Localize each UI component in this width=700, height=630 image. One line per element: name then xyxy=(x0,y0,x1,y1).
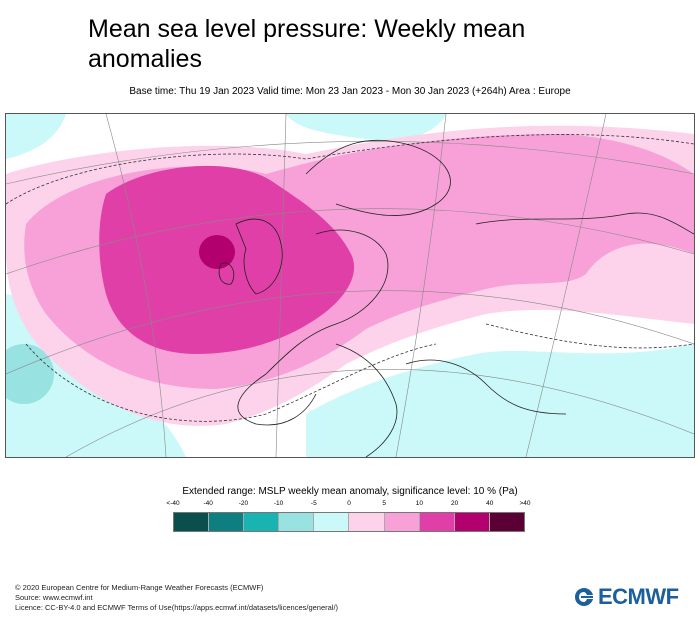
legend-tick: 5 xyxy=(382,500,386,507)
legend-swatch xyxy=(314,513,350,531)
legend-tick: <-40 xyxy=(166,500,180,507)
legend-swatch xyxy=(489,513,524,531)
negative-anomaly-northwest xyxy=(6,114,66,159)
legend-color-bar xyxy=(173,512,525,532)
legend-swatch xyxy=(174,513,210,531)
negative-anomaly-south xyxy=(306,344,694,457)
legend-tick: -5 xyxy=(310,500,317,507)
contours xyxy=(6,134,694,422)
legend-tick: 20 xyxy=(450,500,459,507)
legend-tick: 10 xyxy=(415,500,424,507)
legend-swatch xyxy=(419,513,455,531)
map-title: Mean sea level pressure: Weekly mean ano… xyxy=(88,15,526,73)
legend-swatch xyxy=(384,513,420,531)
anomaly-map xyxy=(5,113,695,458)
ecmwf-logo-icon xyxy=(575,588,593,606)
map-subtitle: Base time: Thu 19 Jan 2023 Valid time: M… xyxy=(129,86,571,97)
negative-anomaly-north xyxy=(286,114,446,141)
legend-tick: 40 xyxy=(486,500,494,507)
legend-tick: >40 xyxy=(519,500,531,507)
legend-tick: -40 xyxy=(203,500,213,507)
legend-swatch xyxy=(349,513,385,531)
positive-anomaly-core xyxy=(199,235,235,269)
legend-title: Extended range: MSLP weekly mean anomaly… xyxy=(182,486,518,497)
legend-swatch xyxy=(209,513,245,531)
legend-swatch xyxy=(454,513,490,531)
legend-swatch xyxy=(244,513,280,531)
ecmwf-logo: ECMWF xyxy=(573,584,679,610)
footer-credits: © 2020 European Centre for Medium-Range … xyxy=(15,583,338,613)
coastlines xyxy=(218,139,694,457)
legend-tick: -20 xyxy=(238,500,249,507)
source-text: Source: www.ecmwf.int xyxy=(15,593,93,602)
legend-tick: -10 xyxy=(273,500,284,507)
copyright-text: © 2020 European Centre for Medium-Range … xyxy=(15,583,264,592)
map-canvas xyxy=(6,114,694,457)
legend-swatch xyxy=(279,513,315,531)
ecmwf-logo-text: ECMWF xyxy=(598,584,679,609)
color-legend: <-40 -40 -20 -10 -5 0 5 10 20 40 >40 xyxy=(166,500,531,534)
licence-text: Licence: CC-BY-4.0 and ECMWF Terms of Us… xyxy=(15,603,339,612)
graticule xyxy=(6,114,694,457)
legend-tick: 0 xyxy=(347,500,351,507)
